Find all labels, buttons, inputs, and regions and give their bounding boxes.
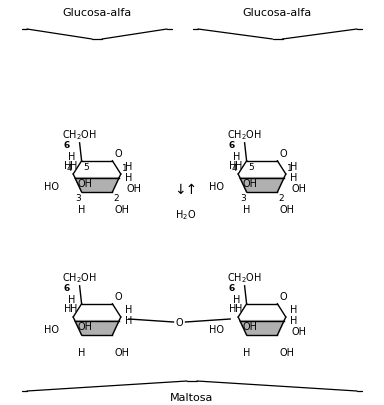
Text: OH: OH — [292, 326, 307, 336]
Text: H: H — [68, 151, 76, 162]
Polygon shape — [75, 178, 119, 192]
Text: CH$_2$OH: CH$_2$OH — [227, 128, 262, 141]
Text: Maltosa: Maltosa — [170, 392, 214, 402]
Text: OH: OH — [280, 347, 295, 357]
Text: H: H — [233, 294, 241, 304]
Text: HO: HO — [209, 181, 224, 192]
Text: 3: 3 — [240, 194, 246, 202]
Polygon shape — [75, 321, 119, 335]
Text: HO: HO — [44, 181, 59, 192]
Text: O: O — [280, 149, 287, 158]
Text: H: H — [68, 294, 76, 304]
Text: ↓↑: ↓↑ — [174, 183, 198, 196]
Text: 3: 3 — [75, 194, 81, 202]
Text: CH$_2$OH: CH$_2$OH — [227, 270, 262, 284]
Text: H: H — [290, 315, 297, 325]
Text: OH: OH — [77, 179, 92, 189]
Text: HO: HO — [44, 324, 59, 334]
Text: H$_2$O: H$_2$O — [175, 207, 197, 221]
Text: 4: 4 — [66, 164, 72, 173]
Text: 6: 6 — [228, 141, 235, 150]
Text: OH: OH — [77, 321, 92, 331]
Text: 6: 6 — [228, 284, 235, 292]
Text: H: H — [70, 160, 78, 171]
Text: OH: OH — [242, 321, 257, 331]
Text: H: H — [125, 162, 132, 172]
Text: H: H — [125, 315, 132, 325]
Text: OH: OH — [114, 347, 129, 357]
Text: Glucosa-alfa: Glucosa-alfa — [242, 8, 312, 18]
Text: H: H — [290, 162, 297, 172]
Text: O: O — [280, 291, 287, 301]
Text: H: H — [78, 205, 85, 215]
Text: 5: 5 — [248, 162, 254, 171]
Text: O: O — [114, 291, 122, 301]
Text: H: H — [64, 161, 71, 171]
Text: H: H — [70, 303, 78, 313]
Text: 4: 4 — [232, 164, 237, 173]
Polygon shape — [240, 178, 284, 192]
Text: 2: 2 — [278, 194, 284, 202]
Text: H: H — [290, 304, 297, 314]
Text: OH: OH — [280, 205, 295, 215]
Text: H: H — [235, 303, 243, 313]
Text: H: H — [78, 347, 85, 357]
Text: 1: 1 — [122, 164, 127, 173]
Text: H: H — [125, 173, 132, 183]
Text: H: H — [229, 303, 236, 313]
Text: 2: 2 — [113, 194, 119, 202]
Text: OH: OH — [127, 183, 142, 194]
Text: 6: 6 — [63, 141, 70, 150]
Text: HO: HO — [209, 324, 224, 334]
Text: H: H — [235, 160, 243, 171]
Text: O: O — [176, 317, 183, 327]
Text: H: H — [64, 303, 71, 313]
Text: H: H — [125, 304, 132, 314]
Text: OH: OH — [114, 205, 129, 215]
Text: 1: 1 — [287, 164, 293, 173]
Text: O: O — [114, 149, 122, 158]
Polygon shape — [240, 321, 284, 335]
Text: OH: OH — [292, 183, 307, 194]
Text: OH: OH — [242, 179, 257, 189]
Text: CH$_2$OH: CH$_2$OH — [62, 128, 97, 141]
Text: H: H — [290, 173, 297, 183]
Text: H: H — [243, 347, 250, 357]
Text: H: H — [243, 205, 250, 215]
Text: CH$_2$OH: CH$_2$OH — [62, 270, 97, 284]
Text: Glucosa-alfa: Glucosa-alfa — [62, 8, 132, 18]
Text: 6: 6 — [63, 284, 70, 292]
Text: H: H — [229, 161, 236, 171]
Text: 5: 5 — [84, 162, 89, 171]
Text: H: H — [233, 151, 241, 162]
